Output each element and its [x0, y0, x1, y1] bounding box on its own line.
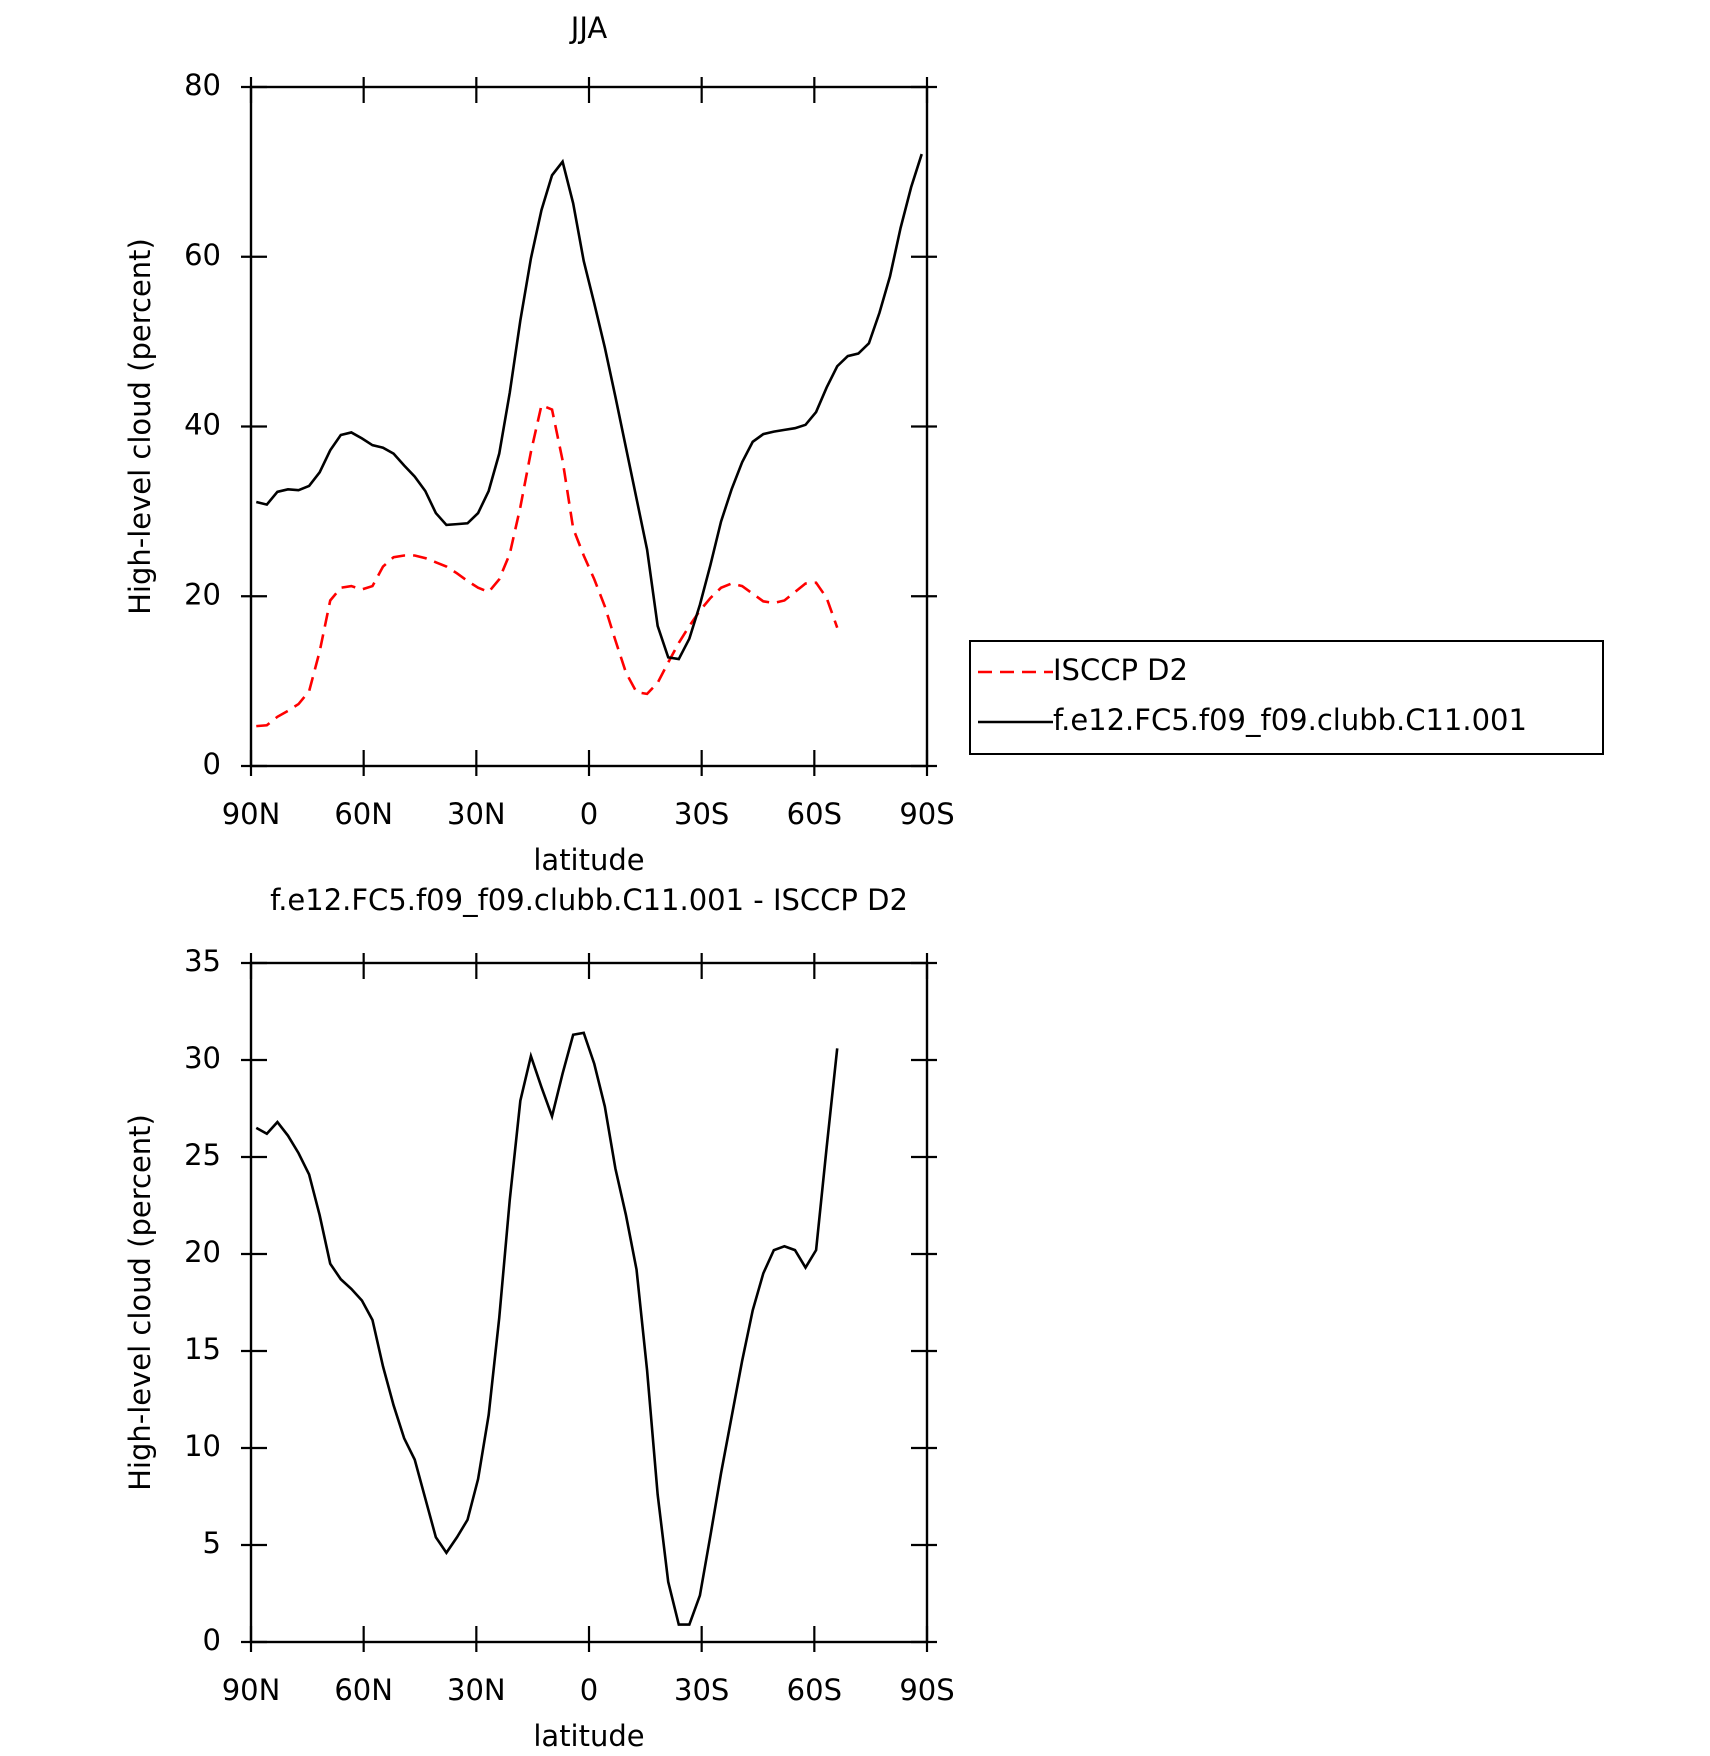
x-tick-label: 90N [222, 1673, 281, 1707]
x-tick-label: 60S [787, 1673, 842, 1707]
y-tick-label: 80 [184, 68, 221, 102]
x-tick-label: 60S [787, 797, 842, 831]
data-line [255, 1031, 839, 1626]
plot-frame [249, 961, 929, 1644]
y-tick-label: 40 [184, 408, 221, 442]
y-tick-label: 35 [184, 944, 221, 978]
x-tick-label: 90S [899, 797, 954, 831]
y-tick-label: 10 [184, 1429, 221, 1463]
data-line [255, 153, 923, 661]
x-tick-label: 90S [899, 1673, 954, 1707]
y-tick-label: 60 [184, 238, 221, 272]
y-tick-label: 0 [203, 747, 221, 781]
data-line [256, 403, 839, 728]
chart-title: JJA [569, 11, 608, 45]
y-tick-label: 25 [184, 1138, 221, 1172]
x-tick-label: 90N [222, 797, 281, 831]
x-axis-label: latitude [533, 1719, 644, 1753]
y-tick-label: 30 [184, 1041, 221, 1075]
x-tick-label: 0 [580, 797, 598, 831]
y-tick-label: 20 [184, 1235, 221, 1269]
x-tick-label: 0 [580, 1673, 598, 1707]
x-tick-label: 30S [674, 797, 729, 831]
plot-frame [249, 85, 929, 768]
y-axis-label: High-level cloud (percent) [123, 238, 157, 615]
y-tick-label: 0 [203, 1623, 221, 1657]
legend-label: f.e12.FC5.f09_f09.clubb.C11.001 [1053, 703, 1527, 737]
x-tick-label: 30N [447, 797, 506, 831]
x-tick-label: 30N [447, 1673, 506, 1707]
chart-title: f.e12.FC5.f09_f09.clubb.C11.001 - ISCCP … [270, 883, 908, 917]
y-tick-label: 15 [184, 1332, 221, 1366]
x-tick-label: 30S [674, 1673, 729, 1707]
y-axis-label: High-level cloud (percent) [123, 1114, 157, 1491]
legend-box [969, 640, 1604, 755]
y-tick-label: 5 [203, 1526, 221, 1560]
legend-label: ISCCP D2 [1053, 653, 1188, 687]
y-tick-label: 20 [184, 577, 221, 611]
x-axis-label: latitude [533, 843, 644, 877]
x-tick-label: 60N [334, 797, 393, 831]
x-tick-label: 60N [334, 1673, 393, 1707]
